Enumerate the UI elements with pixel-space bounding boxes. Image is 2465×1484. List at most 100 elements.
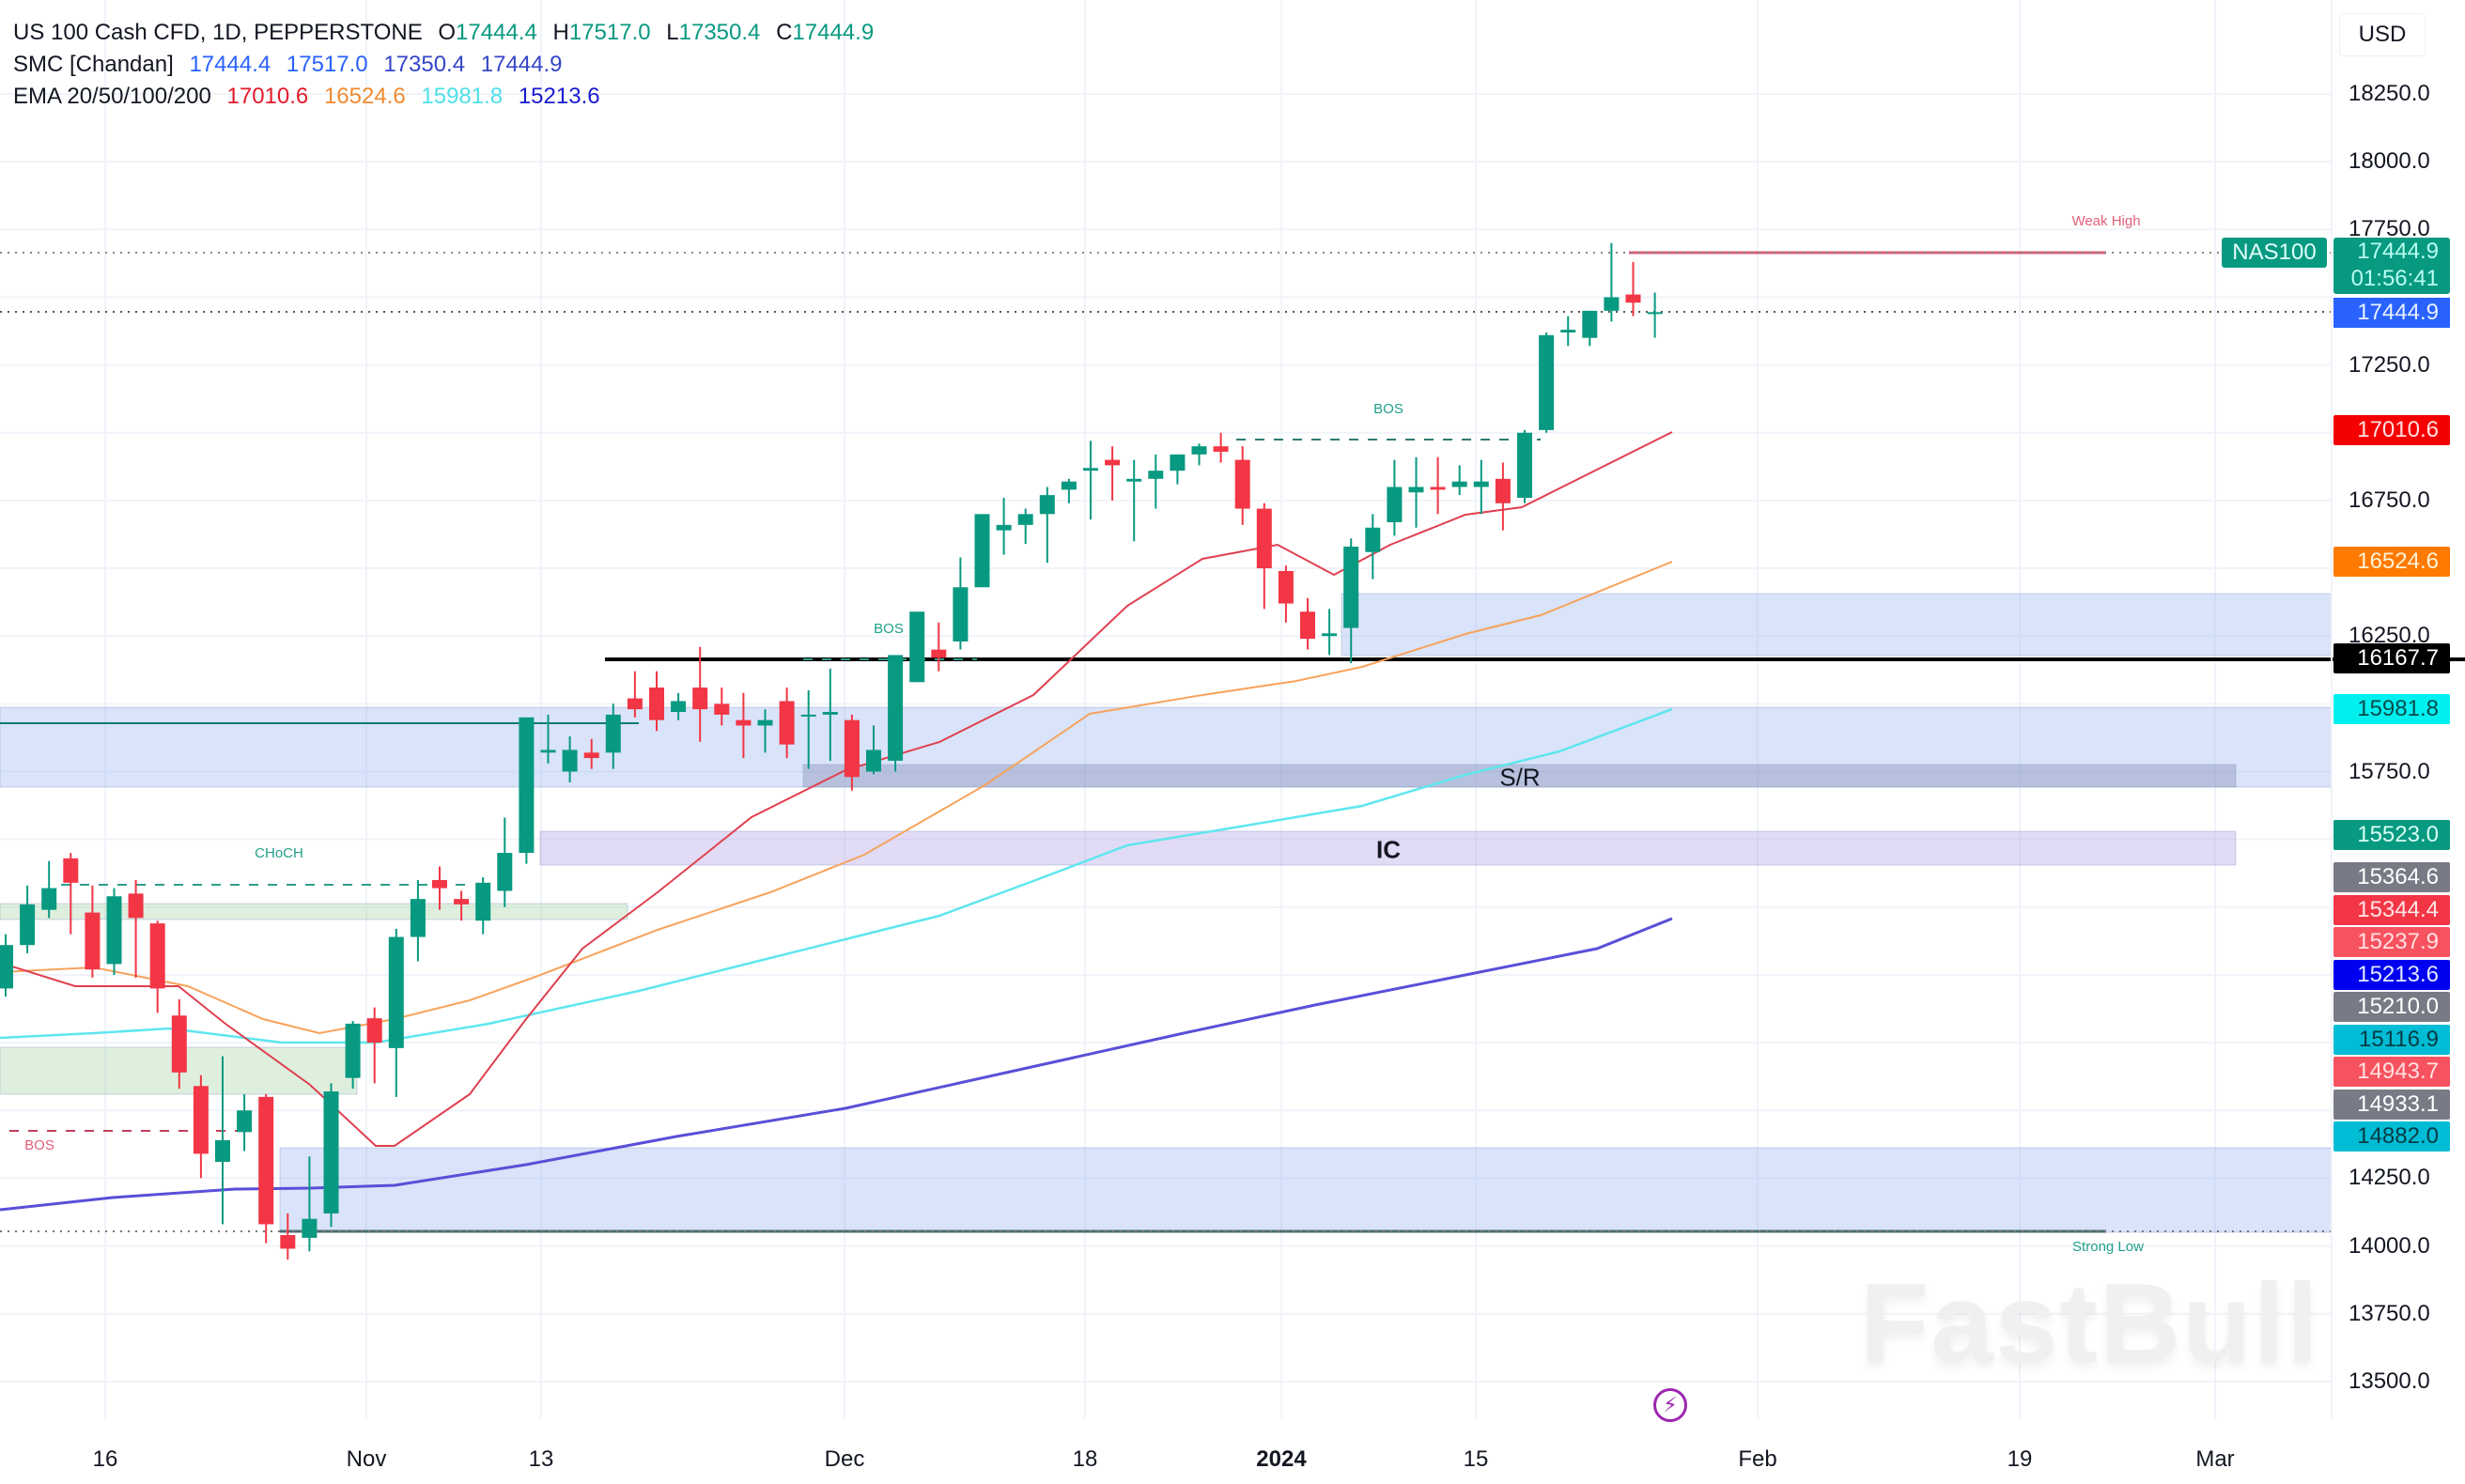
candle[interactable] (280, 1235, 296, 1249)
candle[interactable] (1300, 611, 1315, 640)
candle[interactable] (1473, 481, 1489, 487)
candle[interactable] (171, 1015, 187, 1073)
candle[interactable] (1017, 514, 1033, 525)
candle[interactable] (1256, 508, 1272, 569)
candle[interactable] (1278, 570, 1294, 604)
ema-indicator-name[interactable]: EMA 20/50/100/200 (13, 84, 211, 109)
candle[interactable] (106, 896, 122, 965)
candle[interactable] (20, 904, 36, 946)
candle[interactable] (888, 655, 904, 761)
candle[interactable] (822, 712, 838, 715)
candle[interactable] (844, 719, 860, 778)
candle[interactable] (1582, 310, 1598, 338)
candle[interactable] (757, 719, 773, 726)
lightning-icon[interactable]: ⚡︎ (1653, 1388, 1687, 1422)
candle[interactable] (323, 1091, 339, 1213)
candle[interactable] (540, 750, 556, 753)
watermark: FastBull (1860, 1260, 2320, 1386)
candle[interactable] (1604, 297, 1620, 311)
candle[interactable] (1083, 468, 1098, 471)
bar-countdown: 01:56:41 (2350, 266, 2439, 291)
symbol-title[interactable]: US 100 Cash CFD, 1D, PEPPERSTONE (13, 20, 423, 45)
legend-ema-row[interactable]: EMA 20/50/100/200 17010.6 16524.6 15981.… (13, 81, 874, 113)
candle[interactable] (128, 893, 144, 919)
candle[interactable] (1625, 294, 1641, 303)
candle[interactable] (366, 1018, 382, 1043)
candle[interactable] (345, 1023, 361, 1078)
price-tick: 14000.0 (2349, 1232, 2430, 1259)
candle[interactable] (497, 853, 513, 891)
candle[interactable] (1234, 459, 1250, 509)
candle[interactable] (302, 1218, 318, 1238)
candle[interactable] (388, 936, 404, 1048)
candle[interactable] (1148, 471, 1164, 479)
candle[interactable] (866, 750, 881, 772)
candle[interactable] (953, 587, 969, 642)
candle[interactable] (996, 524, 1012, 531)
green-zone (0, 903, 628, 920)
currency-selector[interactable]: USD (2339, 13, 2426, 56)
ema200-line[interactable] (0, 917, 1673, 1212)
candle[interactable] (1451, 481, 1467, 487)
candle[interactable] (215, 1139, 230, 1163)
candle[interactable] (779, 701, 795, 745)
candle[interactable] (931, 649, 947, 658)
candle[interactable] (475, 882, 491, 921)
candle[interactable] (258, 1096, 274, 1225)
price-level-tag: 15344.4 (2333, 894, 2450, 925)
price-level-tag: 16167.7 (2333, 642, 2450, 673)
candle[interactable] (237, 1110, 253, 1133)
candle[interactable] (974, 514, 990, 588)
candle[interactable] (671, 701, 687, 713)
candle[interactable] (583, 752, 599, 759)
candle[interactable] (149, 923, 165, 989)
candle[interactable] (432, 879, 447, 889)
candle[interactable] (1105, 459, 1121, 466)
candle[interactable] (649, 688, 664, 720)
candle[interactable] (800, 714, 816, 717)
candle[interactable] (0, 945, 13, 989)
bos-label: BOS (874, 621, 904, 637)
candle[interactable] (1191, 446, 1207, 455)
candle[interactable] (909, 611, 925, 683)
candle[interactable] (692, 688, 708, 710)
candle[interactable] (193, 1086, 209, 1154)
candle[interactable] (519, 717, 535, 854)
price-level-tag: 15523.0 (2333, 820, 2450, 850)
candle[interactable] (85, 912, 101, 970)
ema20-line[interactable] (0, 431, 1673, 1147)
candle[interactable] (1343, 546, 1359, 628)
zones (0, 593, 2333, 1233)
legend-symbol-row[interactable]: US 100 Cash CFD, 1D, PEPPERSTONE O17444.… (13, 17, 874, 49)
candle[interactable] (1517, 432, 1532, 499)
ema50-line[interactable] (0, 561, 1673, 1035)
bid-price-tag: 17444.9 (2333, 298, 2450, 328)
smc-indicator-name[interactable]: SMC [Chandan] (13, 52, 174, 77)
purple-zone (539, 830, 2237, 866)
legend-smc-row[interactable]: SMC [Chandan] 17444.4 17517.0 17350.4 17… (13, 49, 874, 81)
candle[interactable] (1365, 527, 1381, 552)
candle[interactable] (1213, 446, 1229, 452)
candle[interactable] (736, 719, 752, 726)
candle[interactable] (63, 858, 79, 883)
candle[interactable] (41, 888, 57, 910)
candle[interactable] (1387, 487, 1403, 522)
candle[interactable] (1647, 312, 1663, 315)
candle[interactable] (1126, 478, 1142, 482)
candle[interactable] (1170, 454, 1186, 471)
candle[interactable] (1495, 478, 1511, 503)
candle[interactable] (1560, 330, 1576, 332)
candle[interactable] (1539, 334, 1555, 430)
candle[interactable] (1408, 487, 1424, 493)
candle[interactable] (605, 714, 621, 753)
candle[interactable] (714, 703, 730, 715)
candle[interactable] (1430, 487, 1446, 490)
candle[interactable] (1039, 495, 1055, 515)
candle[interactable] (1322, 633, 1338, 637)
candle[interactable] (410, 899, 426, 937)
candle[interactable] (627, 698, 643, 710)
candle[interactable] (454, 899, 470, 904)
candle[interactable] (1061, 481, 1077, 490)
candle[interactable] (562, 750, 578, 772)
